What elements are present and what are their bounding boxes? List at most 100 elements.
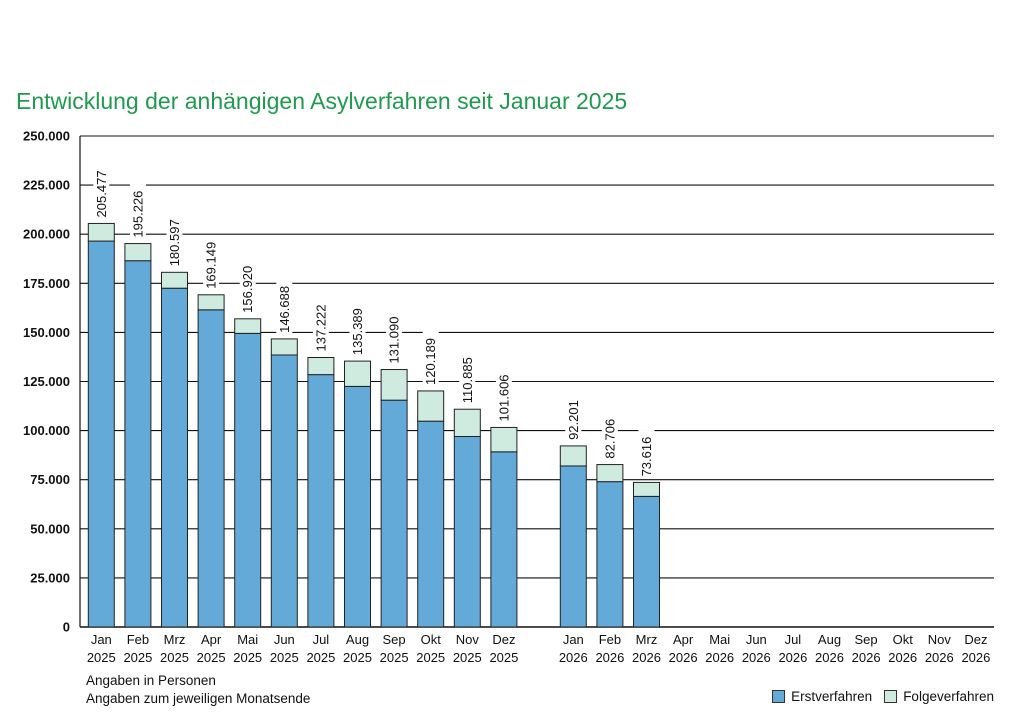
x-tick-month: Feb — [127, 632, 149, 647]
label-backing — [565, 393, 582, 442]
x-tick-year: 2025 — [123, 650, 152, 665]
label-backing — [386, 309, 403, 366]
label-backing — [422, 331, 439, 387]
label-backing — [638, 430, 655, 479]
legend-label-erstverfahren: Erstverfahren — [791, 689, 873, 704]
bar-erstverfahren — [490, 451, 518, 628]
bar-total-label: 180.597 — [167, 219, 182, 266]
x-tick-year: 2026 — [888, 650, 917, 665]
label-backing — [203, 234, 220, 291]
label-backing — [239, 259, 256, 315]
bar-erstverfahren — [307, 374, 335, 628]
x-tick-year: 2026 — [559, 650, 588, 665]
bar-folgeverfahren — [380, 369, 408, 401]
x-tick-year: 2025 — [197, 650, 226, 665]
x-tick-month: Aug — [346, 632, 369, 647]
footnote-time: Angaben zum jeweiligen Monatsende — [86, 691, 311, 706]
x-tick-month: Dez — [964, 632, 987, 647]
x-tick-year: 2025 — [380, 650, 409, 665]
footnotes: Angaben in Personen Angaben zum jeweilig… — [86, 672, 310, 708]
x-tick-year: 2025 — [87, 650, 116, 665]
bar-total-label: 73.616 — [639, 437, 654, 477]
bar-folgeverfahren — [490, 426, 518, 453]
x-tick-year: 2025 — [453, 650, 482, 665]
x-tick-month: Feb — [599, 632, 621, 647]
bar-folgeverfahren — [161, 271, 188, 289]
x-tick-month: Okt — [421, 632, 442, 647]
x-tick-month: Aug — [818, 632, 841, 647]
bar-erstverfahren — [87, 240, 115, 628]
y-tick-label: 175.000 — [23, 276, 70, 291]
y-tick-label: 150.000 — [23, 325, 70, 340]
x-tick-month: Dez — [492, 632, 515, 647]
x-tick-year: 2025 — [233, 650, 262, 665]
x-tick-month: Nov — [928, 632, 952, 647]
bar-folgeverfahren — [124, 243, 152, 262]
legend-swatch-erstverfahren — [772, 690, 786, 703]
x-tick-month: Sep — [855, 632, 878, 647]
x-tick-month: Mai — [709, 632, 730, 647]
x-tick-month: Mrz — [636, 632, 658, 647]
y-tick-label: 0 — [63, 620, 70, 635]
legend-label-folgeverfahren: Folgeverfahren — [903, 689, 994, 704]
y-tick-label: 200.000 — [23, 227, 70, 242]
bar-erstverfahren — [380, 399, 408, 628]
x-tick-year: 2026 — [961, 650, 990, 665]
bar-total-label: 110.885 — [460, 357, 475, 403]
y-axis-ticks: 0 25.000 50.000 75.000 100.000 125.000 150.000… — [23, 129, 70, 635]
x-tick-month: Okt — [893, 632, 914, 647]
x-tick-month: Sep — [383, 632, 406, 647]
y-tick-label: 225.000 — [23, 178, 70, 193]
bar-total-label: 135.389 — [350, 308, 365, 355]
bar-total-label: 131.090 — [387, 317, 402, 364]
x-tick-year: 2025 — [343, 650, 372, 665]
y-tick-label: 50.000 — [30, 521, 70, 536]
label-backing — [166, 212, 183, 269]
x-tick-month: Jan — [91, 632, 112, 647]
x-tick-month: Mai — [237, 632, 258, 647]
bar-folgeverfahren — [197, 294, 225, 311]
x-tick-year: 2026 — [742, 650, 771, 665]
bar-folgeverfahren — [87, 222, 115, 242]
bar-total-label: 82.706 — [602, 419, 617, 459]
x-tick-month: Jun — [274, 632, 295, 647]
footnote-unit: Angaben in Personen — [86, 673, 216, 688]
x-tick-month: Apr — [673, 632, 694, 647]
x-axis-ticks: Jan 2025 Feb 2025 Mrz 2025 Apr 2025 Mai 2025 Jun 20… — [87, 632, 991, 665]
x-tick-month: Jul — [313, 632, 330, 647]
x-tick-year: 2026 — [705, 650, 734, 665]
bar-erstverfahren — [417, 420, 445, 628]
label-backing — [601, 412, 618, 461]
x-tick-year: 2025 — [160, 650, 189, 665]
x-tick-month: Jul — [785, 632, 802, 647]
x-tick-year: 2025 — [416, 650, 445, 665]
label-backing — [349, 301, 366, 358]
bars: 205.477 195.226 180.597 169.149 156.920 146.6… — [87, 163, 660, 628]
chart-title: Entwicklung der anhängigen Asylverfahren… — [16, 88, 628, 114]
gridlines — [79, 135, 994, 628]
bar-erstverfahren — [453, 435, 481, 628]
bar-erstverfahren — [161, 287, 188, 628]
bar-folgeverfahren — [453, 408, 481, 437]
x-tick-month: Nov — [456, 632, 480, 647]
y-tick-label: 100.000 — [23, 423, 70, 438]
bar-total-label: 137.222 — [313, 304, 328, 351]
x-tick-month: Jun — [746, 632, 767, 647]
bar-total-label: 169.149 — [204, 242, 219, 289]
label-backing — [495, 367, 512, 424]
bar-total-label: 101.606 — [496, 374, 511, 421]
x-tick-month: Apr — [201, 632, 222, 647]
x-tick-year: 2026 — [778, 650, 807, 665]
bar-erstverfahren — [234, 332, 262, 628]
x-tick-year: 2025 — [270, 650, 299, 665]
bar-erstverfahren — [344, 385, 371, 628]
x-tick-year: 2025 — [306, 650, 335, 665]
label-backing — [459, 349, 476, 406]
y-tick-label: 250.000 — [23, 129, 70, 144]
bar-total-label: 205.477 — [94, 170, 109, 217]
label-backing — [276, 279, 293, 335]
bar-folgeverfahren — [596, 464, 624, 483]
bar-erstverfahren — [633, 495, 660, 628]
legend-swatch-folgeverfahren — [884, 690, 898, 703]
